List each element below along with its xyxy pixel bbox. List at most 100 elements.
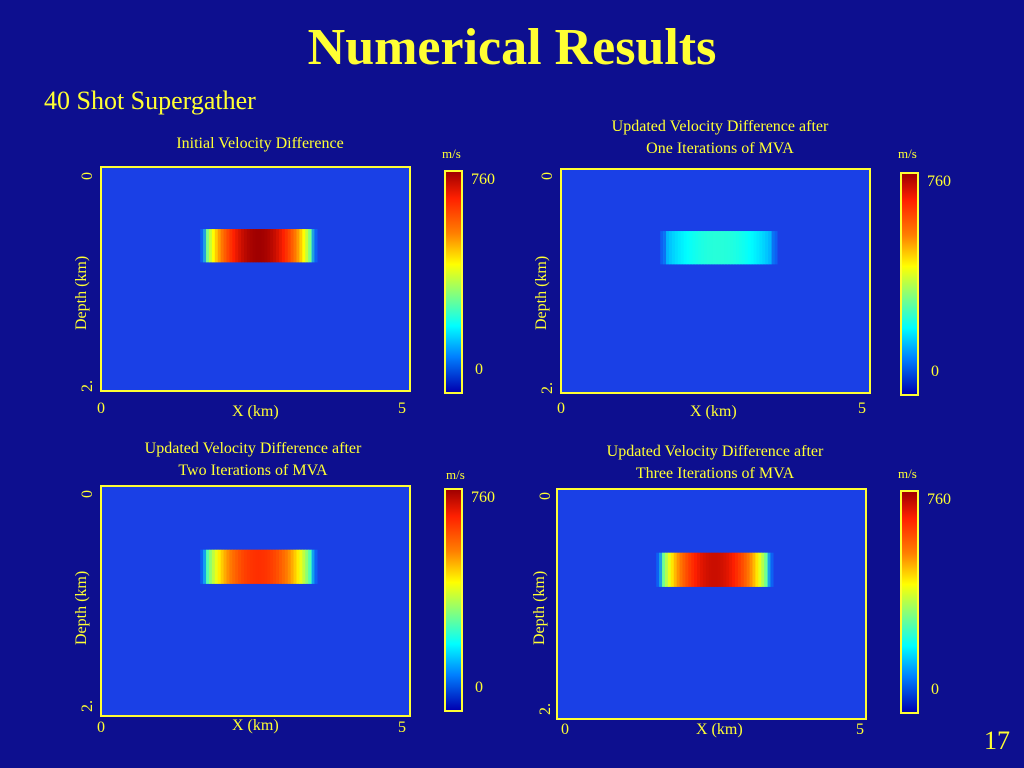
x-tick-label: 5 (858, 400, 866, 417)
anomaly-cell (211, 549, 216, 584)
anomaly-cell (761, 552, 765, 587)
colorbar-min-label: 0 (475, 679, 483, 696)
anomaly-cell (276, 549, 280, 584)
anomaly-cell (203, 229, 207, 263)
anomaly-cell (267, 549, 271, 584)
anomaly-cell (670, 552, 675, 587)
anomaly-cell (217, 229, 222, 263)
page-number: 17 (984, 726, 1010, 755)
colorbar-max-label: 760 (471, 489, 495, 506)
x-axis-label: X (km) (232, 717, 279, 734)
anomaly-cell (252, 229, 257, 263)
anomaly-cell (206, 229, 210, 263)
anomaly-cell (734, 552, 739, 587)
slide-title: Numerical Results (307, 19, 717, 76)
anomaly-cell (743, 552, 748, 587)
anomaly-cell (721, 231, 726, 265)
anomaly-cell (758, 552, 762, 587)
y-axis-label: Depth (km) (531, 570, 548, 645)
x-tick-label: 5 (398, 719, 406, 736)
colorbar (444, 488, 463, 712)
heatmap-image (656, 552, 774, 587)
y-tick-label: 2. (539, 382, 556, 394)
anomaly-cell (293, 549, 298, 584)
anomaly-cell (709, 231, 714, 265)
anomaly-cell (249, 549, 254, 584)
anomaly-cell (732, 552, 736, 587)
colorbar (900, 172, 919, 396)
y-tick-label: 2. (79, 700, 96, 712)
anomaly-cell (211, 229, 216, 263)
anomaly-cell (730, 231, 734, 265)
anomaly-cell (740, 552, 745, 587)
anomaly-cell (246, 549, 251, 584)
anomaly-cell (744, 231, 749, 265)
anomaly-cell (238, 549, 242, 584)
anomaly-cell (214, 229, 219, 263)
plot-area (556, 488, 867, 720)
anomaly-cell (313, 229, 318, 263)
anomaly-cell (220, 229, 225, 263)
x-tick-label: 0 (557, 400, 565, 417)
anomaly-cell (290, 229, 295, 263)
colorbar-max-label: 760 (471, 171, 495, 188)
anomaly-cell (759, 231, 763, 265)
anomaly-cell (712, 231, 717, 265)
anomaly-cell (753, 231, 758, 265)
anomaly-cell (232, 549, 236, 584)
anomaly-cell (705, 552, 710, 587)
anomaly-cell (293, 229, 298, 263)
anomaly-cell (302, 549, 306, 584)
anomaly-cell (715, 231, 720, 265)
anomaly-cell (699, 552, 704, 587)
anomaly-cell (767, 552, 771, 587)
anomaly-cell (308, 229, 312, 263)
anomaly-cell (281, 549, 286, 584)
anomaly-cell (296, 549, 301, 584)
anomaly-cell (666, 231, 670, 265)
anomaly-cell (313, 549, 318, 584)
y-tick-label: 2. (79, 380, 96, 392)
anomaly-cell (674, 231, 679, 265)
colorbar-max-label: 760 (927, 173, 951, 190)
anomaly-cell (718, 231, 723, 265)
anomaly-cell (746, 552, 751, 587)
y-axis-label: Depth (km) (73, 255, 90, 330)
anomaly-cell (223, 229, 228, 263)
anomaly-cell (765, 231, 769, 265)
anomaly-cell (238, 229, 242, 263)
slide-subtitle: 40 Shot Supergather (44, 86, 256, 115)
y-tick-label: 0 (539, 172, 556, 180)
anomaly-cell (273, 549, 277, 584)
anomaly-cell (287, 549, 292, 584)
panel-title: Initial Velocity Difference (176, 135, 344, 152)
y-tick-label: 0 (537, 492, 554, 500)
anomaly-cell (724, 231, 728, 265)
anomaly-cell (305, 229, 309, 263)
anomaly-cell (664, 552, 669, 587)
anomaly-cell (270, 229, 274, 263)
anomaly-cell (290, 549, 295, 584)
anomaly-cell (241, 549, 245, 584)
anomaly-cell (768, 231, 772, 265)
anomaly-cell (682, 552, 687, 587)
anomaly-cell (243, 549, 248, 584)
anomaly-cell (214, 549, 219, 584)
anomaly-cell (662, 552, 666, 587)
colorbar-unit: m/s (898, 146, 917, 161)
anomaly-cell (261, 229, 266, 263)
anomaly-cell (764, 552, 768, 587)
colorbar (900, 490, 919, 714)
anomaly-cell (695, 231, 699, 265)
anomaly-cell (698, 231, 702, 265)
plot-area (560, 168, 871, 394)
panel-title: Updated Velocity Difference after Two It… (144, 440, 362, 479)
anomaly-cell (252, 549, 257, 584)
anomaly-cell (226, 229, 231, 263)
anomaly-cell (243, 229, 248, 263)
anomaly-cell (226, 549, 231, 584)
anomaly-cell (685, 552, 689, 587)
anomaly-cell (267, 229, 271, 263)
x-tick-label: 5 (856, 721, 864, 738)
anomaly-cell (264, 549, 268, 584)
